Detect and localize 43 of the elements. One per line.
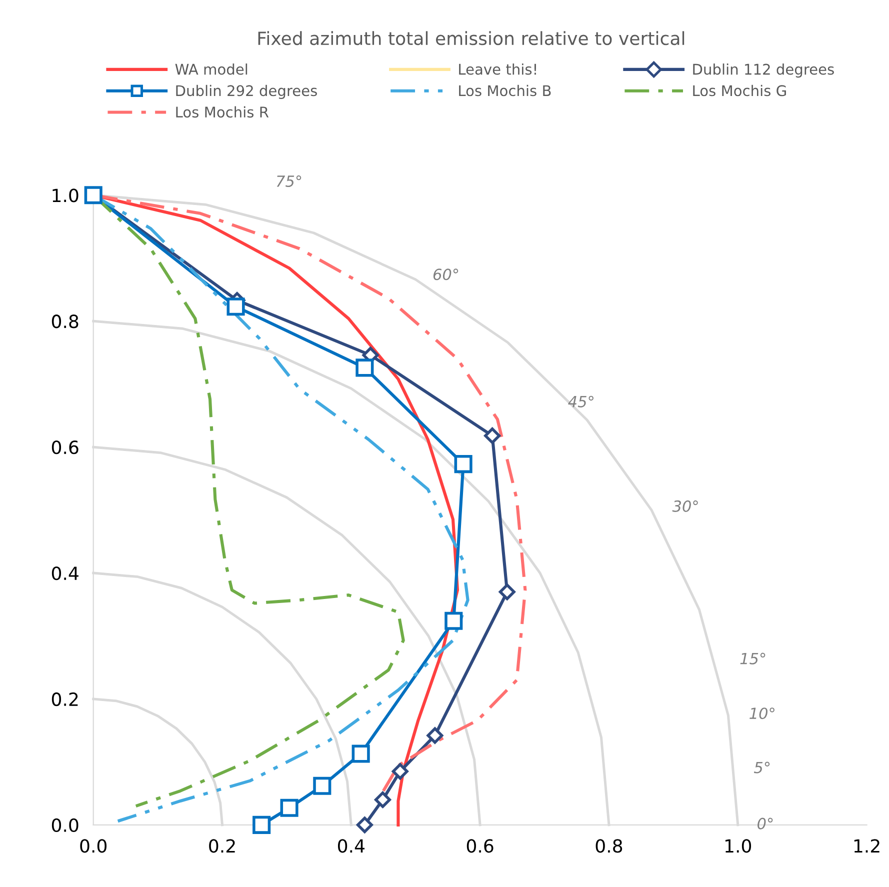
point xyxy=(498,584,516,600)
point xyxy=(426,727,444,744)
point xyxy=(392,763,408,780)
legend-label: Los Mochis R xyxy=(176,106,269,118)
annotation: 60° xyxy=(433,268,458,280)
x-tick-label: 1.2 xyxy=(854,839,880,853)
y-tick-label: 0.4 xyxy=(52,566,78,580)
legend-label: Leave this! xyxy=(459,63,536,75)
y-tick-label: 0.8 xyxy=(52,314,78,328)
point xyxy=(444,612,463,630)
legend-label: WA model xyxy=(175,63,248,75)
point xyxy=(280,798,298,817)
annotation: 15° xyxy=(740,652,766,664)
legend-label: Dublin 292 degrees xyxy=(176,84,317,100)
point xyxy=(252,816,271,834)
annotation: 5° xyxy=(754,762,770,774)
text: 75° xyxy=(276,175,302,187)
annotation: 45° xyxy=(568,396,594,408)
y-tick-label: 0.2 xyxy=(52,692,78,706)
point xyxy=(356,358,374,377)
point xyxy=(356,816,373,834)
legend-label: Los Mochis B xyxy=(459,84,551,96)
x-tick-label: 1.0 xyxy=(725,839,752,853)
x-tick-label: 0.2 xyxy=(209,839,235,853)
point xyxy=(374,791,391,808)
x-tick-label: 0.8 xyxy=(596,839,622,853)
y-tick-label: 1.0 xyxy=(52,188,78,202)
legend-label: Los Mochis G xyxy=(693,84,786,96)
x-tick-label: 0.6 xyxy=(466,839,494,853)
annotation: 0° xyxy=(758,818,773,830)
chart-title: Fixed azimuth total emission relative to vertical xyxy=(258,31,684,46)
y-tick-label: 0.0 xyxy=(52,818,78,832)
point xyxy=(226,298,245,316)
point xyxy=(352,744,370,763)
point xyxy=(484,427,501,444)
legend-label: Dublin 112 degrees xyxy=(693,63,834,78)
x-tick-label: 0.4 xyxy=(338,839,364,853)
point xyxy=(454,455,472,474)
annotation: 30° xyxy=(672,500,698,512)
y-tick-label: 0.6 xyxy=(52,440,78,454)
point xyxy=(313,776,332,795)
x-tick-label: 0.0 xyxy=(80,839,107,853)
annotation: 10° xyxy=(750,708,774,720)
